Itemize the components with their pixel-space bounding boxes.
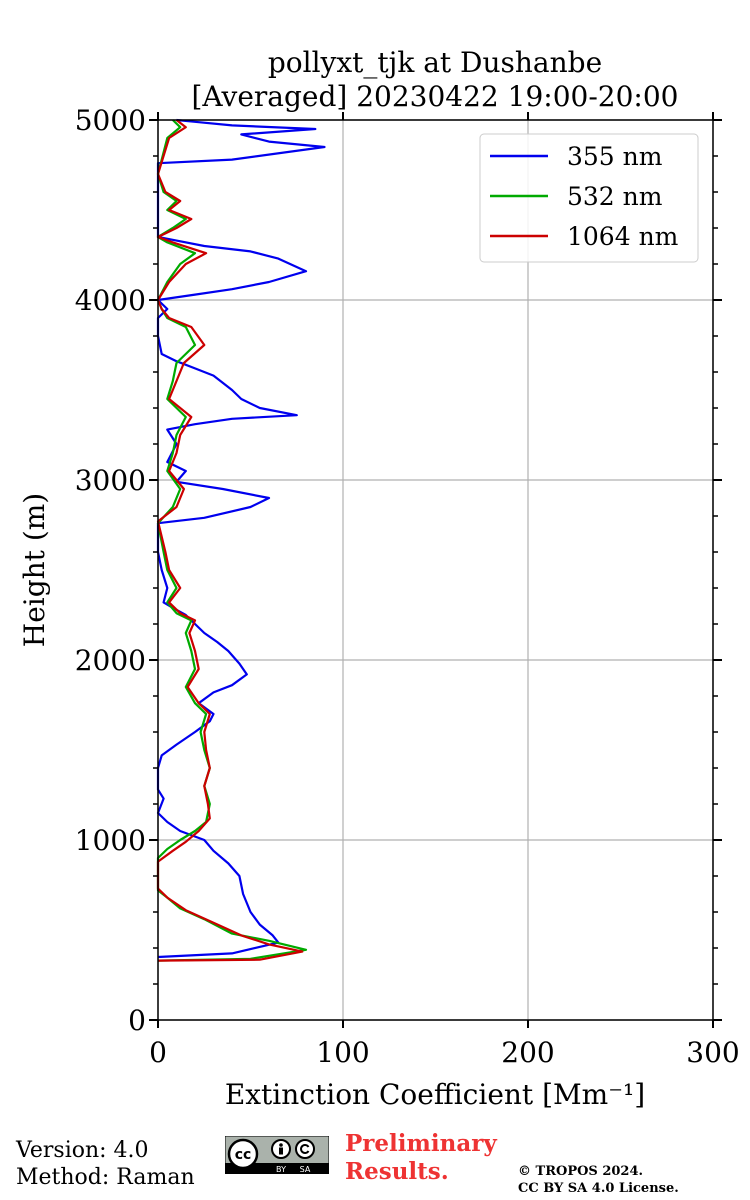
x-axis-label: Extinction Coefficient [Mm⁻¹] [225, 1078, 645, 1111]
chart-title: pollyxt_tjk at Dushanbe [268, 46, 602, 79]
y-tick-label-4: 4000 [75, 284, 146, 317]
license-label: CC BY SA 4.0 License. [518, 1181, 679, 1196]
y-axis-label: Height (m) [18, 493, 51, 647]
y-tick-label-5: 5000 [75, 104, 146, 137]
x-tick-label-3: 300 [686, 1036, 739, 1069]
badge-cc-text: cc [235, 1147, 252, 1163]
legend-label-2: 1064 nm [567, 222, 679, 251]
x-tick-label-2: 200 [501, 1036, 554, 1069]
badge-sa-text: SA [300, 1165, 311, 1174]
preliminary-label: Preliminary [345, 1130, 497, 1157]
legend: 355 nm 532 nm 1064 nm [480, 134, 698, 262]
chart-subtitle: [Averaged] 20230422 19:00-20:00 [192, 80, 679, 113]
legend-label-0: 355 nm [567, 142, 663, 171]
x-tick-label-0: 0 [149, 1036, 167, 1069]
x-tick-label-1: 100 [316, 1036, 369, 1069]
sa-icon [296, 1140, 314, 1158]
badge-by-text: BY [276, 1165, 286, 1174]
extinction-chart: pollyxt_tjk at Dushanbe [Averaged] 20230… [0, 0, 750, 1130]
y-tick-labels: 0 1000 2000 3000 4000 5000 [75, 104, 146, 1037]
legend-label-1: 532 nm [567, 182, 663, 211]
y-tick-label-3: 3000 [75, 464, 146, 497]
cc-by-sa-badge: cc BY SA [225, 1136, 329, 1174]
version-label: Version: 4.0 [16, 1138, 149, 1164]
results-label: Results. [345, 1158, 449, 1185]
y-tick-label-1: 1000 [75, 824, 146, 857]
y-tick-label-0: 0 [128, 1004, 146, 1037]
y-tick-label-2: 2000 [75, 644, 146, 677]
series-line-532-nm [158, 120, 306, 961]
series-group [158, 120, 325, 961]
copyright-label: © TROPOS 2024. [518, 1164, 643, 1179]
method-label: Method: Raman [16, 1165, 195, 1191]
x-tick-labels: 0 100 200 300 [149, 1036, 740, 1069]
